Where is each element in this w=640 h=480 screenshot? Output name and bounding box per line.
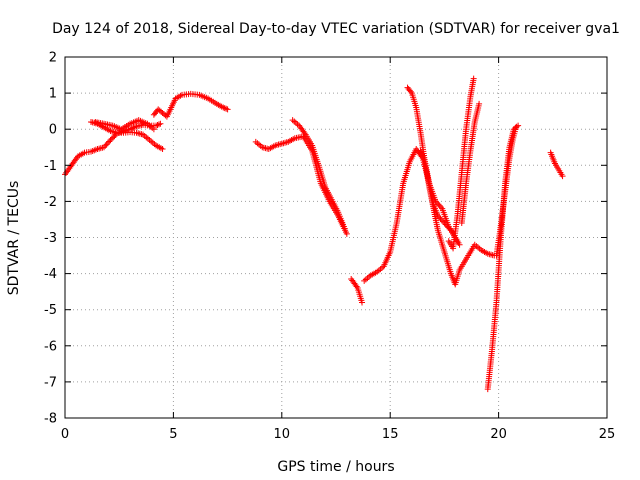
data-point xyxy=(440,218,447,225)
data-series xyxy=(417,147,461,245)
data-point xyxy=(108,135,115,142)
x-tick-label: 0 xyxy=(61,427,69,442)
y-axis-label: SDTVAR / TECUs xyxy=(6,181,22,296)
y-tick-label: -6 xyxy=(44,339,57,354)
y-tick-label: -2 xyxy=(44,195,57,210)
data-point xyxy=(437,204,444,211)
y-tick-label: -8 xyxy=(44,412,57,427)
data-point xyxy=(110,134,117,141)
data-series xyxy=(404,84,498,288)
data-point xyxy=(434,212,441,219)
x-tick-label: 15 xyxy=(382,427,399,442)
data-point xyxy=(454,238,461,245)
data-point xyxy=(446,225,453,232)
data-series xyxy=(348,276,366,306)
data-point xyxy=(359,299,366,306)
data-point xyxy=(111,133,118,140)
data-series xyxy=(547,149,566,180)
x-axis-ticks: 0 5 10 15 20 25 xyxy=(61,57,615,442)
data-point xyxy=(220,104,227,111)
x-axis-label: GPS time / hours xyxy=(277,459,394,475)
data-point xyxy=(341,225,348,232)
data-point xyxy=(436,214,443,221)
data-point xyxy=(407,88,414,95)
data-point xyxy=(159,146,166,153)
data-point xyxy=(442,221,449,228)
data-point xyxy=(435,201,442,208)
y-tick-label: -7 xyxy=(44,375,57,390)
y-tick-label: -5 xyxy=(44,303,57,318)
data-point xyxy=(154,121,161,128)
y-tick-label: -1 xyxy=(44,159,57,174)
y-tick-label: -4 xyxy=(44,267,57,282)
data-point xyxy=(513,123,520,130)
data-series xyxy=(493,124,519,259)
data-point xyxy=(437,215,444,222)
data-series xyxy=(445,75,477,252)
y-axis-ticks: -8 -7 -6 -5 -4 -3 -2 -1 0 1 2 xyxy=(44,51,607,427)
data-point xyxy=(444,222,451,229)
data-point xyxy=(101,144,108,151)
data-point xyxy=(436,202,443,209)
data-point xyxy=(470,75,477,82)
data-series xyxy=(289,117,348,232)
data-point xyxy=(223,105,230,112)
x-tick-label: 25 xyxy=(599,427,616,442)
data-point xyxy=(102,142,109,149)
data-point xyxy=(157,120,164,127)
data-point xyxy=(456,241,463,248)
data-points xyxy=(62,75,566,393)
data-point xyxy=(103,141,110,148)
data-point xyxy=(107,137,114,144)
data-point xyxy=(153,122,160,129)
y-tick-label: 2 xyxy=(49,51,57,66)
data-point xyxy=(343,230,350,237)
data-series xyxy=(150,90,231,120)
data-point xyxy=(438,217,445,224)
data-series xyxy=(92,117,157,133)
x-tick-label: 10 xyxy=(274,427,291,442)
x-tick-label: 5 xyxy=(169,427,177,442)
y-tick-label: 1 xyxy=(49,87,57,102)
y-tick-label: 0 xyxy=(49,123,57,138)
data-point xyxy=(224,106,231,113)
data-point xyxy=(106,138,113,145)
data-point xyxy=(221,105,228,112)
chart-title: Day 124 of 2018, Sidereal Day-to-day VTE… xyxy=(52,21,620,37)
data-series xyxy=(458,100,483,227)
data-point xyxy=(104,139,111,146)
data-point xyxy=(445,224,452,231)
data-point xyxy=(476,100,483,107)
data-point xyxy=(512,124,519,131)
data-point xyxy=(441,220,448,227)
data-point xyxy=(155,121,162,128)
x-tick-label: 20 xyxy=(490,427,507,442)
data-point xyxy=(150,126,157,133)
data-point xyxy=(559,173,566,180)
y-tick-label: -3 xyxy=(44,231,57,246)
